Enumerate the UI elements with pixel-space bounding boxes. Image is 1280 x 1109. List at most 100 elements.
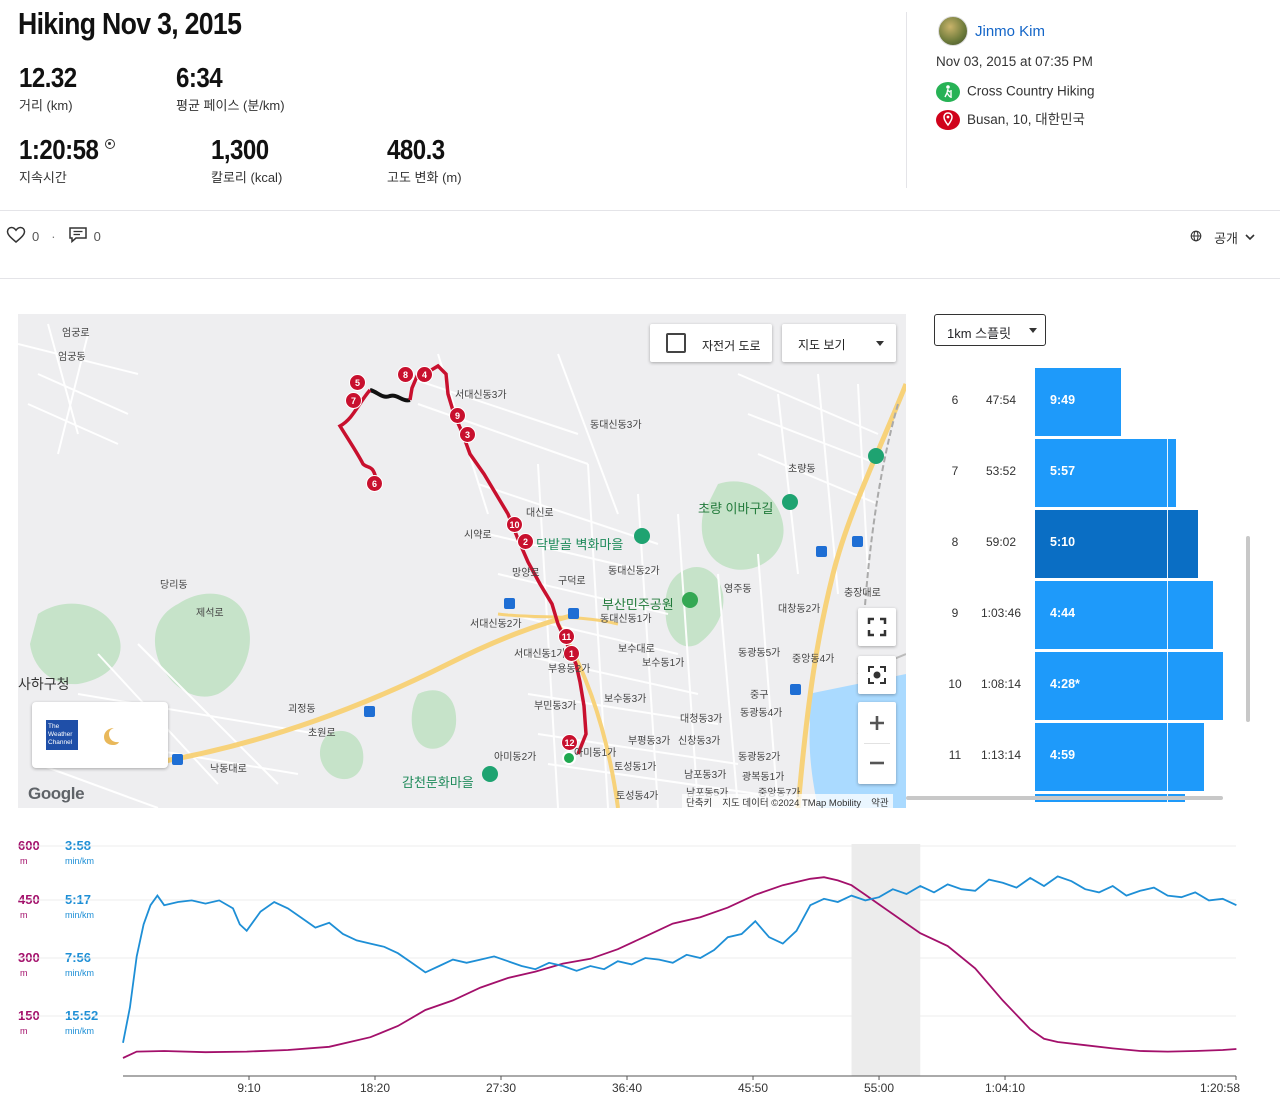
split-elapsed: 1:08:14	[980, 677, 1022, 691]
bike-lanes-toggle[interactable]: 자전거 도로	[650, 324, 772, 362]
subway-station-icon[interactable]	[816, 546, 827, 557]
split-pace-bar[interactable]	[1035, 652, 1223, 720]
route-marker[interactable]: 12	[561, 734, 578, 751]
park-area	[319, 730, 364, 780]
split-elapsed: 1:03:46	[980, 606, 1022, 620]
stat-value: 12.32	[19, 62, 77, 93]
zoom-in-button[interactable]	[858, 702, 896, 743]
split-km: 10	[948, 677, 962, 691]
route-marker[interactable]: 11	[558, 628, 575, 645]
major-road	[147, 611, 579, 767]
place-label: 동광동2가	[738, 752, 781, 763]
activity-location: Busan, 10, 대한민국	[936, 108, 1085, 131]
place-label: 충장대로	[844, 588, 881, 599]
split-pace-bar[interactable]	[1035, 510, 1198, 578]
subway-station-icon[interactable]	[364, 706, 375, 717]
park-poi-icon[interactable]	[682, 592, 698, 608]
route-marker[interactable]: 1	[563, 645, 580, 662]
keyboard-shortcuts-link[interactable]: 단축키	[686, 798, 713, 808]
map-view-select[interactable]: 지도 보기	[782, 324, 896, 362]
subway-station-icon[interactable]	[568, 608, 579, 619]
splits-select[interactable]: 1km 스플릿	[934, 314, 1046, 346]
subway-station-icon[interactable]	[172, 754, 183, 765]
place-label: 부산민주공원	[602, 597, 674, 612]
weather-widget[interactable]: The Weather Channel	[32, 702, 168, 768]
athlete-name-link[interactable]: Jinmo Kim	[975, 22, 1046, 40]
fullscreen-icon	[867, 617, 887, 637]
train-station-icon[interactable]	[852, 536, 863, 547]
camera-poi-icon[interactable]	[482, 766, 498, 782]
place-label: 서대신동2가	[470, 619, 522, 630]
place-label: 닥밭골 벽화마을	[536, 537, 624, 552]
x-tick-label: 18:20	[360, 1081, 390, 1095]
camera-poi-icon[interactable]	[782, 494, 798, 510]
location-pin-icon	[936, 110, 960, 131]
caret-down-icon	[1029, 328, 1037, 333]
split-pace-bar[interactable]	[1035, 581, 1213, 649]
place-label: 제석로	[196, 608, 224, 619]
split-pace-bar[interactable]	[1035, 368, 1121, 436]
rail-line	[862, 403, 899, 635]
route-marker[interactable]: 9	[449, 407, 466, 424]
route-line	[337, 388, 378, 480]
plus-icon	[870, 716, 884, 730]
place-label: 구덕로	[558, 576, 586, 587]
route-end-marker[interactable]	[562, 751, 576, 765]
route-marker[interactable]: 10	[506, 516, 523, 533]
subway-station-icon[interactable]	[504, 598, 515, 609]
x-tick-label: 1:04:10	[985, 1081, 1025, 1095]
place-label: 부민동3가	[534, 701, 577, 712]
split-pace-bar[interactable]	[1035, 723, 1204, 791]
likes-count[interactable]: 0	[32, 229, 40, 244]
splits-panel[interactable]: 6 47:54 9:49 7 53:52 5:57 8 59:02 5:10 9 1:03:46 4:…	[906, 366, 1252, 802]
split-pace-bar[interactable]	[1035, 439, 1176, 507]
recenter-button[interactable]	[858, 656, 896, 694]
horizontal-scrollbar[interactable]	[906, 796, 1223, 800]
activity-type: Cross Country Hiking	[936, 82, 1095, 102]
speed-series-line	[122, 875, 1237, 1043]
route-marker[interactable]: 5	[349, 374, 366, 391]
route-map[interactable]: 서대신동3가 동대신동3가 초량 이바구길 닥밭골 벽화마을 동대신동2가 부산…	[18, 314, 906, 808]
split-row[interactable]: 9 1:03:46 4:44	[906, 579, 1246, 649]
split-km: 8	[951, 535, 959, 549]
comment-icon[interactable]	[68, 226, 88, 247]
avatar[interactable]	[938, 16, 968, 46]
splits-select-label: 1km 스플릿	[947, 326, 1012, 341]
x-tick-label: 55:00	[864, 1081, 894, 1095]
subway-station-icon[interactable]	[790, 684, 801, 695]
split-row[interactable]: 7 53:52 5:57	[906, 437, 1246, 507]
route-marker[interactable]: 8	[397, 366, 414, 383]
terms-link[interactable]: 약관	[871, 798, 889, 808]
route-marker[interactable]: 6	[366, 475, 383, 492]
vertical-scrollbar[interactable]	[1246, 536, 1250, 722]
split-row[interactable]: 11 1:13:14 4:59	[906, 721, 1246, 791]
elevation-unit: m	[20, 910, 28, 920]
elevation-series-line	[122, 876, 1237, 1059]
route-marker[interactable]: 7	[345, 392, 362, 409]
map-labels: 서대신동3가 동대신동3가 초량 이바구길 닥밭골 벽화마을 동대신동2가 부산…	[18, 314, 906, 808]
bike-lanes-checkbox[interactable]	[666, 333, 686, 353]
comments-count[interactable]: 0	[93, 229, 101, 244]
chevron-down-icon	[1244, 230, 1256, 245]
moon-icon	[104, 728, 119, 745]
route-marker[interactable]: 2	[517, 533, 534, 550]
activity-title: Hiking Nov 3, 2015	[18, 6, 242, 41]
elevation-pace-chart[interactable]: 600 m 450 m 300 m 150 m 3:58 min/km 5:17…	[0, 826, 1280, 1109]
chart-plot[interactable]: 9:10 18:20 27:30 36:40 45:50 55:00 1:04:10 1:20…	[0, 826, 1280, 1109]
x-tick-label: 1:20:58	[1200, 1081, 1240, 1095]
heart-icon[interactable]	[6, 226, 26, 247]
place-label: 대신로	[526, 508, 554, 519]
split-row[interactable]: 8 59:02 5:10	[906, 508, 1246, 578]
split-row[interactable]: 10 1:08:14 4:28*	[906, 650, 1246, 720]
privacy-dropdown[interactable]: 공개	[1190, 228, 1256, 247]
zoom-out-button[interactable]	[858, 743, 896, 784]
split-row[interactable]: 6 47:54 9:49	[906, 366, 1246, 436]
camera-poi-icon[interactable]	[634, 528, 650, 544]
route-marker[interactable]: 3	[459, 426, 476, 443]
route-marker[interactable]: 4	[416, 366, 433, 383]
split-pace: 4:28*	[1050, 677, 1080, 691]
fullscreen-button[interactable]	[858, 608, 896, 646]
moving-time-icon[interactable]	[105, 139, 116, 149]
place-label: 중앙동4가	[792, 654, 835, 665]
landmark-poi-icon[interactable]	[868, 448, 884, 464]
